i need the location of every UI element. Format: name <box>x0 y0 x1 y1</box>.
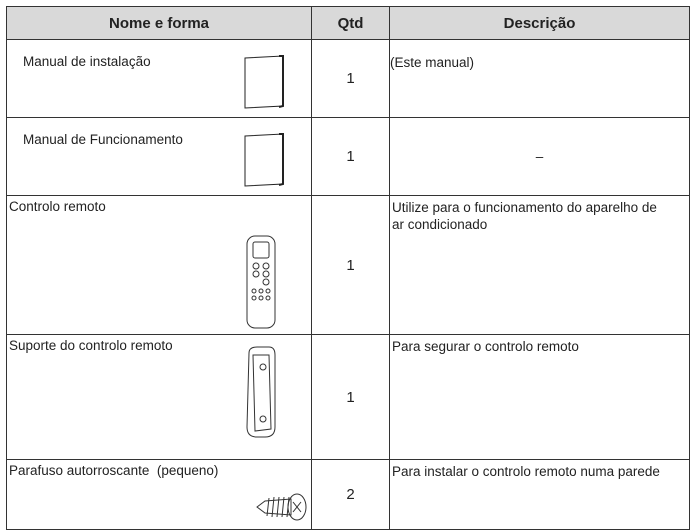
item-name: Controlo remoto <box>9 199 106 214</box>
qty-cell: 2 <box>311 459 390 530</box>
header-row: Nome e forma Qtd Descrição <box>6 6 690 40</box>
qty-cell: 1 <box>311 195 390 335</box>
desc-cell: Utilize para o funcionamento do aparelho… <box>389 195 690 335</box>
row: Controlo remoto 1 Utilize para o funcion… <box>6 195 690 335</box>
accessories-table: Nome e forma Qtd Descrição Manual de ins… <box>6 6 690 530</box>
row: Parafuso autorroscante (pequeno) 2 Para … <box>6 459 690 530</box>
name-cell: Manual de instalação <box>6 39 312 118</box>
desc-cell: (Este manual) <box>389 39 690 118</box>
header-cell: Nome e forma <box>6 6 312 40</box>
row: Manual de Funcionamento 1 – <box>6 117 690 196</box>
item-name: Manual de Funcionamento <box>23 132 183 147</box>
item-name: Suporte do controlo remoto <box>9 338 173 353</box>
header-cell: Qtd <box>311 6 390 40</box>
name-cell: Parafuso autorroscante (pequeno) <box>6 459 312 530</box>
item-name: Manual de instalação <box>23 54 151 69</box>
desc-cell: – <box>389 117 690 196</box>
name-cell: Controlo remoto <box>6 195 312 335</box>
description: (Este manual) <box>390 55 475 70</box>
desc-cell: Para instalar o controlo remoto numa par… <box>389 459 690 530</box>
remote-icon <box>246 235 276 329</box>
item-name: Parafuso autorroscante (pequeno) <box>9 463 219 478</box>
qty-cell: 1 <box>311 117 390 196</box>
qty-cell: 1 <box>311 39 390 118</box>
row: Suporte do controlo remoto 1 Para segura… <box>6 334 690 460</box>
booklet-icon <box>244 55 284 109</box>
name-cell: Manual de Funcionamento <box>6 117 312 196</box>
description: Para segurar o controlo remoto <box>392 339 579 354</box>
desc-cell: Para segurar o controlo remoto <box>389 334 690 460</box>
booklet-icon <box>244 133 284 187</box>
qty-cell: 1 <box>311 334 390 460</box>
name-cell: Suporte do controlo remoto <box>6 334 312 460</box>
header-cell: Descrição <box>389 6 690 40</box>
screw-icon <box>256 493 307 521</box>
holder-icon <box>246 346 276 438</box>
description: Utilize para o funcionamento do aparelho… <box>392 200 657 232</box>
row: Manual de instalação 1 (Este manual) <box>6 39 690 118</box>
description: Para instalar o controlo remoto numa par… <box>392 464 660 479</box>
